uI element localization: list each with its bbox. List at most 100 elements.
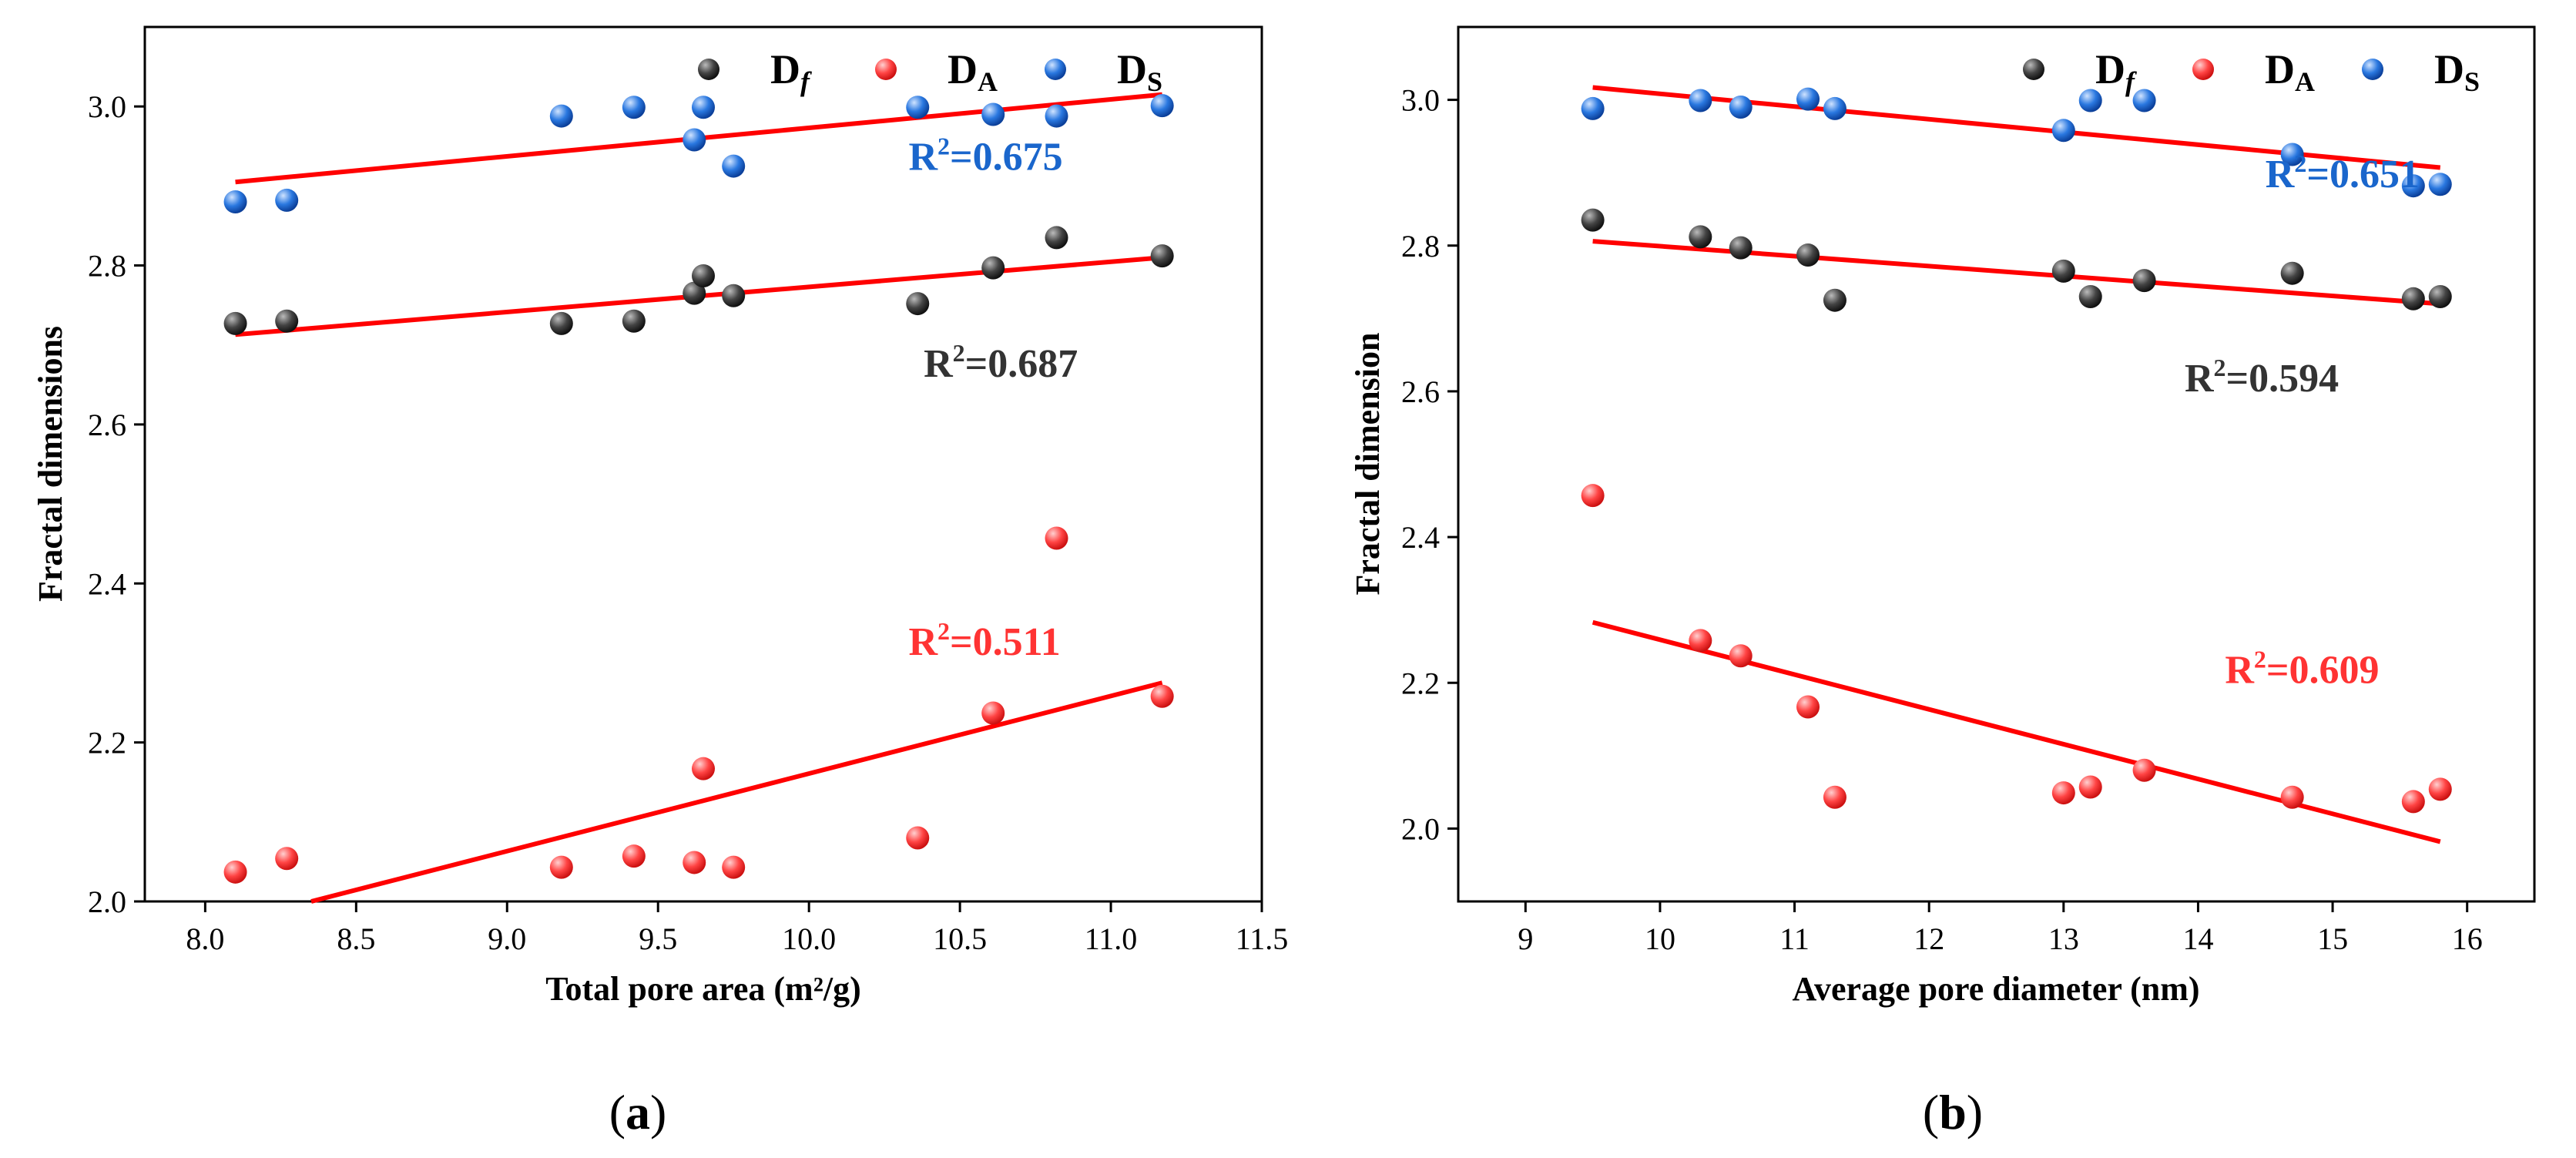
panel-letter-b: b: [1939, 1085, 1967, 1140]
point-ds: [2428, 173, 2452, 196]
y-tick-label: 2.0: [1401, 811, 1440, 846]
point-da: [622, 844, 646, 868]
y-tick-label: 3.0: [88, 89, 126, 124]
point-da: [906, 826, 930, 850]
legend-label-ds: DS: [1117, 46, 1162, 97]
r2-label-df: R2=0.687: [924, 339, 1078, 386]
point-df: [2280, 261, 2304, 285]
legend-marker-da: [2192, 59, 2214, 80]
x-tick-label: 10: [1645, 921, 1675, 956]
point-da: [223, 860, 247, 884]
data-points-b: [1581, 87, 2452, 814]
point-ds: [2078, 89, 2102, 112]
fit-line-df: [1592, 239, 2440, 307]
point-df: [549, 311, 573, 335]
point-df: [2051, 259, 2075, 283]
y-axis-title-a: Fractal dimensions: [32, 326, 69, 602]
x-tick-label: 16: [2452, 921, 2483, 956]
x-axis-title-b: Average pore diameter (nm): [1792, 970, 2199, 1008]
r2-annotations-b: R2=0.651 R2=0.594 R2=0.609: [2185, 149, 2420, 692]
point-da: [2428, 777, 2452, 801]
fit-lines-a: [235, 92, 1163, 904]
point-ds: [722, 154, 746, 178]
point-da: [2132, 758, 2156, 782]
point-da: [1689, 629, 1712, 653]
point-ds: [683, 128, 706, 152]
panel-letter-a: a: [626, 1085, 650, 1140]
point-ds: [1689, 89, 1712, 112]
point-df: [1796, 243, 1820, 267]
r2-label-da: R2=0.609: [2225, 645, 2379, 692]
point-da: [2078, 775, 2102, 799]
panel-label-a: (a): [609, 1085, 667, 1140]
point-ds: [1045, 104, 1068, 128]
point-ds: [275, 188, 299, 212]
x-tick-label: 11.5: [1236, 921, 1289, 956]
y-tick-label: 2.4: [1401, 520, 1440, 555]
fit-lines-b: [1592, 85, 2441, 844]
point-da: [275, 847, 299, 871]
point-ds: [2280, 143, 2304, 166]
plot-frame-b: [1457, 25, 2536, 903]
x-tick-label: 9.0: [488, 921, 526, 956]
y-tick-label: 2.8: [1401, 229, 1440, 263]
point-df: [1045, 226, 1068, 250]
point-ds: [906, 96, 930, 119]
point-df: [223, 311, 247, 335]
x-tick-label: 9.5: [639, 921, 677, 956]
point-ds: [622, 96, 646, 119]
chart-panel-a: 2.0 2.2 2.4 2.6 2.8 3.0 8.0 8.5 9.0 9.5 10.0 10.5 1…: [32, 25, 1288, 1140]
point-ds: [223, 190, 247, 213]
plot-frame-a: [143, 25, 1263, 903]
x-tick-label: 13: [2048, 921, 2079, 956]
point-ds: [1796, 87, 1820, 111]
x-ticks-a: 8.0 8.5 9.0 9.5 10.0 10.5 11.0 11.5: [186, 901, 1288, 956]
legend-marker-df: [698, 59, 719, 80]
x-tick-label: 15: [2317, 921, 2348, 956]
legend-label-df: Df: [770, 46, 812, 97]
point-ds: [1729, 96, 1753, 119]
point-ds: [549, 104, 573, 128]
point-df: [683, 281, 706, 305]
point-df: [1689, 225, 1712, 249]
point-da: [2051, 781, 2075, 805]
r2-label-df: R2=0.594: [2185, 354, 2339, 401]
point-df: [2132, 269, 2156, 293]
data-points-a: [223, 94, 1174, 884]
point-da: [1150, 684, 1174, 708]
point-ds: [981, 102, 1005, 126]
x-tick-label: 8.0: [186, 921, 224, 956]
r2-label-ds: R2=0.651: [2266, 149, 2420, 196]
point-da: [2280, 785, 2304, 809]
y-tick-label: 2.2: [1401, 666, 1440, 700]
legend-marker-da: [875, 59, 897, 80]
point-df: [1150, 244, 1174, 268]
x-tick-label: 12: [1914, 921, 1944, 956]
point-ds: [2401, 174, 2425, 198]
y-tick-label: 2.6: [1401, 374, 1440, 409]
x-ticks-b: 9 10 11 12 13 14 15 16: [1518, 901, 2483, 956]
x-tick-label: 10.0: [782, 921, 836, 956]
legend-b: Df DA DS: [2023, 46, 2480, 97]
y-tick-label: 2.2: [88, 726, 126, 760]
x-tick-label: 10.5: [933, 921, 987, 956]
point-ds: [1581, 96, 1605, 120]
legend-label-ds: DS: [2434, 46, 2480, 97]
point-da: [722, 855, 746, 879]
point-df: [622, 309, 646, 333]
point-da: [549, 855, 573, 879]
point-df: [722, 284, 746, 307]
chart-panel-b: 2.02.22.42.62.83.0 9 10 11 12 13 14 15 16 Df DA D…: [1349, 25, 2536, 1140]
point-df: [906, 292, 930, 316]
point-da: [1581, 484, 1605, 508]
panel-label-b: (b): [1923, 1085, 1983, 1140]
r2-annotations-a: R2=0.675 R2=0.687 R2=0.511: [908, 133, 1078, 664]
point-da: [2401, 790, 2425, 814]
point-df: [275, 309, 299, 333]
legend-label-da: DA: [2265, 46, 2315, 97]
y-axis-title-b: Fractal dimension: [1349, 333, 1387, 596]
point-df: [2428, 284, 2452, 308]
y-ticks-b: 2.0 2.2 2.4 2.6 2.8 3.0: [1401, 83, 1458, 846]
y-tick-label: 2.8: [88, 249, 126, 284]
point-da: [1729, 644, 1753, 668]
